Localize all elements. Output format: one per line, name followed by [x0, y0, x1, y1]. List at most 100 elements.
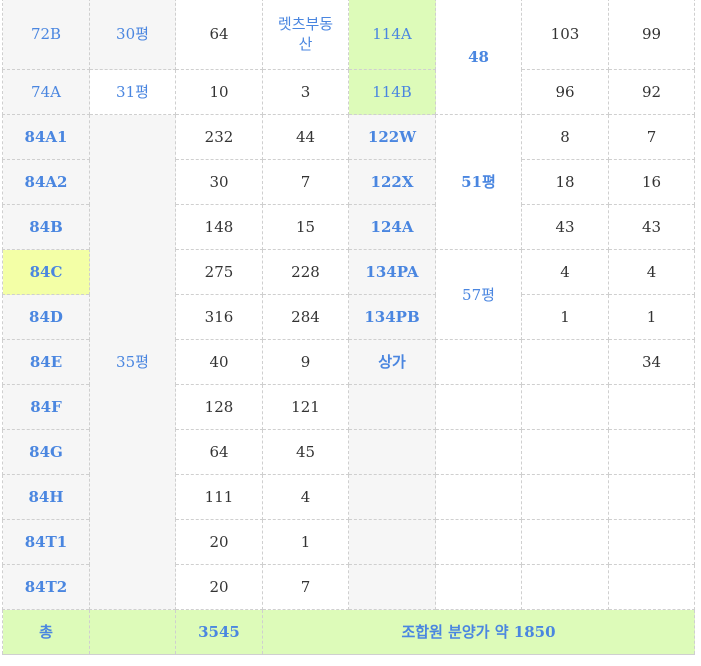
- agency-cell: 121: [262, 384, 349, 430]
- unit-size-cell: 57평: [435, 249, 522, 340]
- count-cell: 43: [521, 204, 609, 250]
- unit-size-cell: 31평: [89, 69, 176, 115]
- count-cell: 34: [608, 339, 695, 385]
- empty-cell: [435, 519, 522, 565]
- unit-type-cell: 84H: [2, 474, 90, 520]
- count-cell: 99: [608, 0, 695, 70]
- agency-cell: 284: [262, 294, 349, 340]
- agency-cell: 4: [262, 474, 349, 520]
- unit-count-cell: 20: [175, 519, 263, 565]
- total-row: 총 3545 조합원 분양가 약 1850: [2, 609, 695, 655]
- agency-cell: 1: [262, 519, 349, 565]
- table-row: 84T2 20 7: [2, 564, 695, 610]
- unit-type-cell: 74A: [2, 69, 90, 115]
- unit-type-cell: 84D: [2, 294, 90, 340]
- empty-cell: [608, 429, 695, 475]
- empty-cell: [348, 564, 436, 610]
- count-cell: 16: [608, 159, 695, 205]
- unit-type-cell: 84B: [2, 204, 90, 250]
- count-cell: 4: [521, 249, 609, 295]
- unit-type-cell: 84E: [2, 339, 90, 385]
- unit-count-cell: 111: [175, 474, 263, 520]
- unit-count-cell: 10: [175, 69, 263, 115]
- empty-cell: [435, 474, 522, 520]
- unit-count-cell: 64: [175, 429, 263, 475]
- unit-type-cell: 134PB: [348, 294, 436, 340]
- empty-cell: [521, 519, 609, 565]
- unit-count-cell: 275: [175, 249, 263, 295]
- agency-cell: 44: [262, 114, 349, 160]
- table-row: 84T1 20 1: [2, 519, 695, 565]
- count-cell: 96: [521, 69, 609, 115]
- unit-type-cell: 84F: [2, 384, 90, 430]
- agency-cell: 렛츠부동산: [262, 0, 349, 70]
- count-cell: 92: [608, 69, 695, 115]
- total-note: 조합원 분양가 약 1850: [262, 609, 695, 655]
- table-row: 84F 128 121: [2, 384, 695, 430]
- table-row: 72B 30평 64 렛츠부동산 114A 48 103 99: [2, 0, 695, 115]
- count-cell: 8: [521, 114, 609, 160]
- agency-cell: 15: [262, 204, 349, 250]
- unit-type-cell: 114B: [348, 69, 436, 115]
- unit-table: 72B 30평 64 렛츠부동산 114A 48 103 99 74A 31평 …: [2, 0, 695, 655]
- unit-size-cell: 48: [435, 0, 522, 115]
- empty-cell: [348, 519, 436, 565]
- count-cell: [521, 339, 609, 385]
- agency-cell: 228: [262, 249, 349, 295]
- agency-cell: 9: [262, 339, 349, 385]
- count-cell: 103: [521, 0, 609, 70]
- empty-cell: [521, 429, 609, 475]
- unit-count-cell: 148: [175, 204, 263, 250]
- unit-type-cell: 84A2: [2, 159, 90, 205]
- total-units: 3545: [175, 609, 263, 655]
- empty-cell: [608, 474, 695, 520]
- count-cell: 18: [521, 159, 609, 205]
- empty-cell: [435, 429, 522, 475]
- count-cell: 43: [608, 204, 695, 250]
- unit-type-cell: 72B: [2, 0, 90, 70]
- count-cell: 7: [608, 114, 695, 160]
- unit-type-cell: 84C: [2, 249, 90, 295]
- unit-count-cell: 20: [175, 564, 263, 610]
- agency-cell: 7: [262, 159, 349, 205]
- unit-count-cell: 128: [175, 384, 263, 430]
- agency-cell: 3: [262, 69, 349, 115]
- unit-size-cell: 30평: [89, 0, 176, 70]
- unit-count-cell: 40: [175, 339, 263, 385]
- count-cell: 1: [521, 294, 609, 340]
- unit-size-cell: 35평: [89, 114, 176, 610]
- empty-cell: [608, 564, 695, 610]
- unit-count-cell: 64: [175, 0, 263, 70]
- unit-size-cell: 51평: [435, 114, 522, 250]
- total-label: 총: [2, 609, 90, 655]
- count-cell: 4: [608, 249, 695, 295]
- unit-type-cell: 122W: [348, 114, 436, 160]
- empty-cell: [521, 384, 609, 430]
- empty-cell: [608, 384, 695, 430]
- unit-type-cell: 134PA: [348, 249, 436, 295]
- empty-cell: [348, 474, 436, 520]
- unit-count-cell: 316: [175, 294, 263, 340]
- unit-type-cell: 122X: [348, 159, 436, 205]
- empty-cell: [89, 609, 176, 655]
- empty-cell: [608, 519, 695, 565]
- unit-type-cell: 124A: [348, 204, 436, 250]
- empty-cell: [521, 564, 609, 610]
- unit-type-cell: 84T1: [2, 519, 90, 565]
- table-row: 84D 316 284 134PB 1 1: [2, 294, 695, 340]
- count-cell: 1: [608, 294, 695, 340]
- table-row: 84A1 35평 232 44 122W 51평 8 7: [2, 114, 695, 610]
- unit-type-cell: 84T2: [2, 564, 90, 610]
- empty-cell: [435, 564, 522, 610]
- empty-cell: [521, 474, 609, 520]
- table-row: 84H 111 4: [2, 474, 695, 520]
- table-row: 74A 31평 10 3 114B 96 92: [2, 69, 695, 115]
- agency-cell: 45: [262, 429, 349, 475]
- empty-cell: [435, 339, 522, 385]
- unit-count-cell: 232: [175, 114, 263, 160]
- table-row: 84C 275 228 134PA 57평 4 4: [2, 249, 695, 340]
- agency-cell: 7: [262, 564, 349, 610]
- table-row: 84A2 30 7 122X 18 16: [2, 159, 695, 205]
- unit-count-cell: 30: [175, 159, 263, 205]
- empty-cell: [348, 429, 436, 475]
